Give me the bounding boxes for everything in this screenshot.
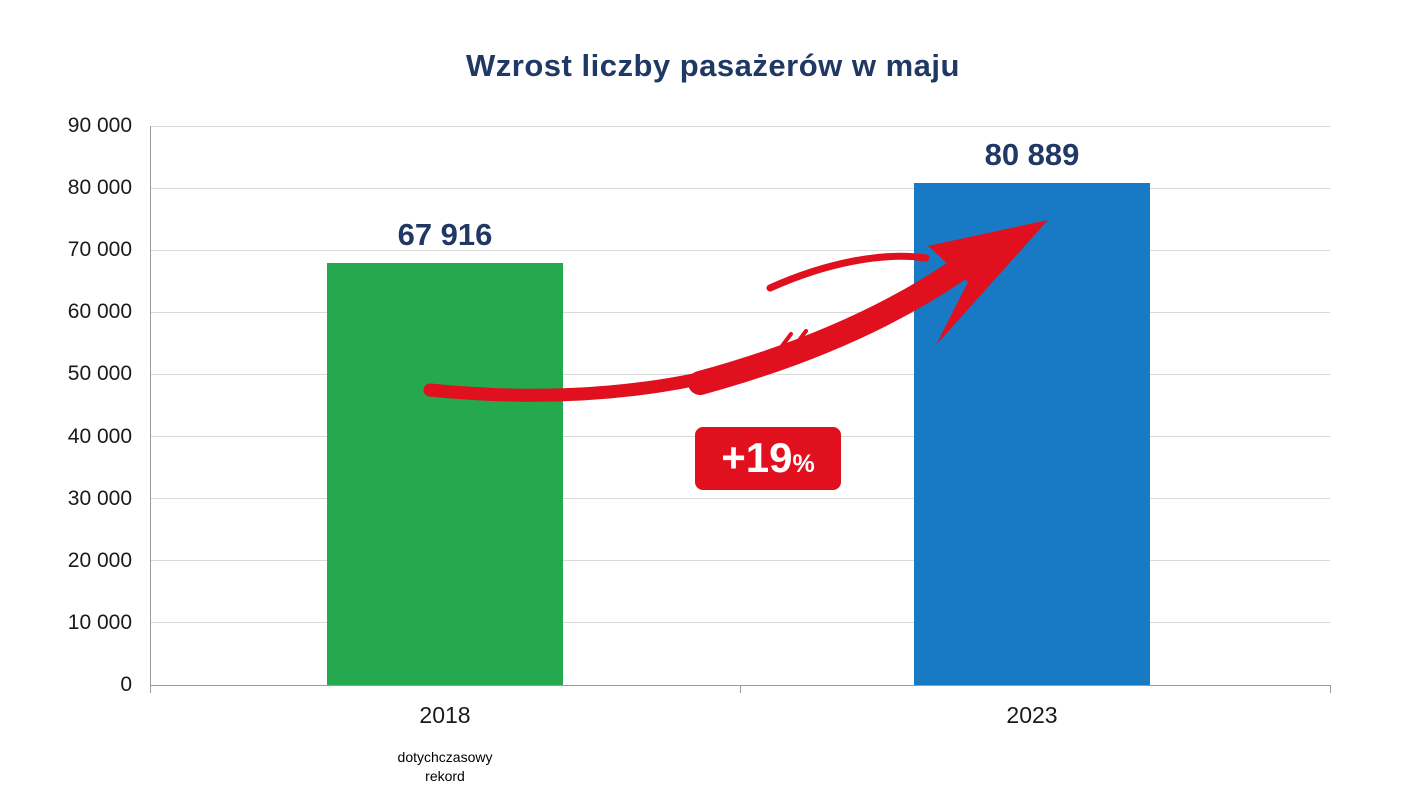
x-axis-tick <box>740 685 741 693</box>
gridline <box>150 560 1330 562</box>
growth-badge: +19% <box>695 427 841 490</box>
y-axis-tick-label: 20 000 <box>67 548 132 572</box>
y-axis-tick-label: 90 000 <box>67 114 132 137</box>
y-axis-tick-label: 30 000 <box>67 486 132 510</box>
gridline <box>150 125 1330 127</box>
x-axis-tick <box>1330 685 1331 693</box>
x-axis-label-2023: 2023 <box>1006 702 1058 728</box>
y-axis-tick-label: 50 000 <box>67 362 132 386</box>
y-axis-tick-label: 80 000 <box>67 176 132 200</box>
gridline <box>150 187 1330 189</box>
x-axis-tick <box>150 685 151 693</box>
growth-badge-value: +19 <box>721 434 793 481</box>
gridline <box>150 249 1330 251</box>
chart-title: Wzrost liczby pasażerów w maju <box>466 48 960 83</box>
bar-2023 <box>914 182 1150 685</box>
x-axis-label-2018: 2018 <box>419 702 471 728</box>
bar-2018 <box>327 263 563 685</box>
y-axis-tick-label: 10 000 <box>67 610 132 634</box>
y-axis-tick-label: 70 000 <box>67 238 132 262</box>
growth-badge-percent: % <box>792 450 815 478</box>
footnote-2018: dotychczasowy rekord <box>295 748 595 786</box>
y-axis-tick-label: 60 000 <box>67 300 132 324</box>
bar-value-label-2018: 67 916 <box>397 217 493 253</box>
y-axis-line <box>150 126 151 685</box>
footnote-line2: rekord <box>425 768 465 784</box>
y-axis-tick-label: 0 <box>120 673 132 696</box>
gridline <box>150 498 1330 500</box>
y-axis-tick-label: 40 000 <box>67 424 132 448</box>
footnote-line1: dotychczasowy <box>397 749 493 765</box>
gridline <box>150 622 1330 624</box>
bar-value-label-2023: 80 889 <box>984 136 1080 172</box>
